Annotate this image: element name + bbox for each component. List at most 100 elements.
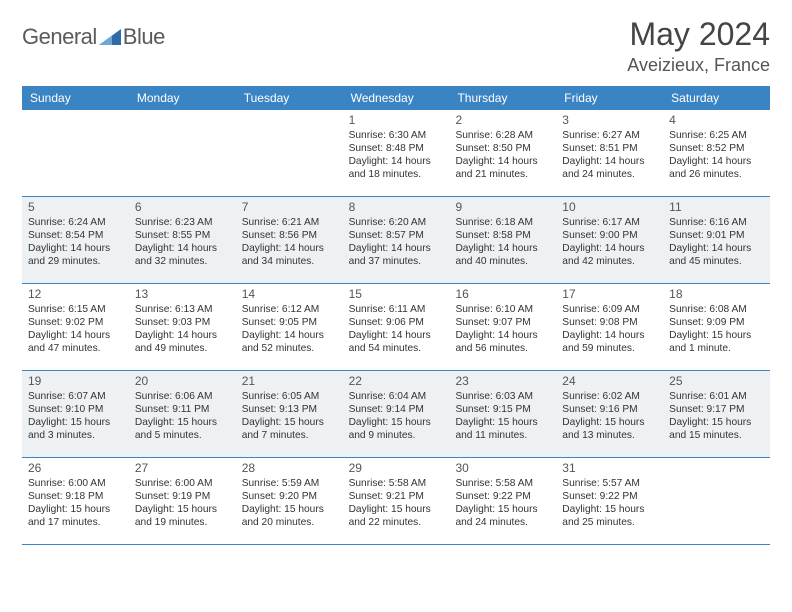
dow-cell: Wednesday <box>343 86 450 110</box>
day-number: 29 <box>349 461 444 475</box>
day-details: Sunrise: 6:00 AMSunset: 9:18 PMDaylight:… <box>28 477 123 529</box>
day-number: 18 <box>669 287 764 301</box>
day-number: 15 <box>349 287 444 301</box>
day-details: Sunrise: 6:06 AMSunset: 9:11 PMDaylight:… <box>135 390 230 442</box>
day-number: 8 <box>349 200 444 214</box>
day-cell: 6Sunrise: 6:23 AMSunset: 8:55 PMDaylight… <box>129 197 236 283</box>
day-number: 6 <box>135 200 230 214</box>
day-details: Sunrise: 6:05 AMSunset: 9:13 PMDaylight:… <box>242 390 337 442</box>
day-cell: 23Sunrise: 6:03 AMSunset: 9:15 PMDayligh… <box>449 371 556 457</box>
day-number: 2 <box>455 113 550 127</box>
day-details: Sunrise: 6:10 AMSunset: 9:07 PMDaylight:… <box>455 303 550 355</box>
day-cell <box>22 110 129 196</box>
dow-cell: Sunday <box>22 86 129 110</box>
day-number: 4 <box>669 113 764 127</box>
day-number: 25 <box>669 374 764 388</box>
day-number: 12 <box>28 287 123 301</box>
day-number: 19 <box>28 374 123 388</box>
day-cell: 29Sunrise: 5:58 AMSunset: 9:21 PMDayligh… <box>343 458 450 544</box>
day-cell: 2 Sunrise: 6:28 AMSunset: 8:50 PMDaylight… <box>449 110 556 196</box>
day-details: Sunrise: 6:07 AMSunset: 9:10 PMDaylight:… <box>28 390 123 442</box>
day-cell <box>129 110 236 196</box>
day-cell <box>236 110 343 196</box>
day-cell: 16 Sunrise: 6:10 AMSunset: 9:07 PMDayligh… <box>449 284 556 370</box>
day-details: Sunrise: 6:16 AMSunset: 9:01 PMDaylight:… <box>669 216 764 268</box>
day-number: 22 <box>349 374 444 388</box>
day-number: 20 <box>135 374 230 388</box>
day-cell: 20 Sunrise: 6:06 AMSunset: 9:11 PMDayligh… <box>129 371 236 457</box>
day-details: Sunrise: 6:20 AMSunset: 8:57 PMDaylight:… <box>349 216 444 268</box>
brand-word1: General <box>22 24 97 50</box>
dow-cell: Tuesday <box>236 86 343 110</box>
day-cell: 8 Sunrise: 6:20 AMSunset: 8:57 PMDaylight… <box>343 197 450 283</box>
day-cell: 7Sunrise: 6:21 AMSunset: 8:56 PMDaylight… <box>236 197 343 283</box>
day-details: Sunrise: 6:25 AMSunset: 8:52 PMDaylight:… <box>669 129 764 181</box>
title-block: May 2024 Aveizieux, France <box>627 16 770 76</box>
day-details: Sunrise: 6:28 AMSunset: 8:50 PMDaylight:… <box>455 129 550 181</box>
day-number: 3 <box>562 113 657 127</box>
brand-triangle-icon <box>99 29 121 45</box>
day-number: 30 <box>455 461 550 475</box>
day-cell <box>663 458 770 544</box>
calendar: SundayMondayTuesdayWednesdayThursdayFrid… <box>22 86 770 545</box>
day-details: Sunrise: 6:21 AMSunset: 8:56 PMDaylight:… <box>242 216 337 268</box>
day-number: 27 <box>135 461 230 475</box>
day-details: Sunrise: 6:08 AMSunset: 9:09 PMDaylight:… <box>669 303 764 355</box>
day-number: 13 <box>135 287 230 301</box>
day-details: Sunrise: 6:04 AMSunset: 9:14 PMDaylight:… <box>349 390 444 442</box>
day-cell: 17 Sunrise: 6:09 AMSunset: 9:08 PMDayligh… <box>556 284 663 370</box>
week-row: 26 Sunrise: 6:00 AMSunset: 9:18 PMDayligh… <box>22 458 770 545</box>
day-details: Sunrise: 6:18 AMSunset: 8:58 PMDaylight:… <box>455 216 550 268</box>
day-cell: 27 Sunrise: 6:00 AMSunset: 9:19 PMDayligh… <box>129 458 236 544</box>
day-of-week-header: SundayMondayTuesdayWednesdayThursdayFrid… <box>22 86 770 110</box>
day-number: 17 <box>562 287 657 301</box>
day-cell: 31 Sunrise: 5:57 AMSunset: 9:22 PMDayligh… <box>556 458 663 544</box>
day-details: Sunrise: 6:00 AMSunset: 9:19 PMDaylight:… <box>135 477 230 529</box>
week-row: 5 Sunrise: 6:24 AMSunset: 8:54 PMDaylight… <box>22 197 770 284</box>
day-cell: 4 Sunrise: 6:25 AMSunset: 8:52 PMDaylight… <box>663 110 770 196</box>
day-cell: 28 Sunrise: 5:59 AMSunset: 9:20 PMDayligh… <box>236 458 343 544</box>
day-number: 10 <box>562 200 657 214</box>
day-number: 28 <box>242 461 337 475</box>
day-details: Sunrise: 6:09 AMSunset: 9:08 PMDaylight:… <box>562 303 657 355</box>
day-details: Sunrise: 6:01 AMSunset: 9:17 PMDaylight:… <box>669 390 764 442</box>
day-cell: 1Sunrise: 6:30 AMSunset: 8:48 PMDaylight… <box>343 110 450 196</box>
day-details: Sunrise: 6:12 AMSunset: 9:05 PMDaylight:… <box>242 303 337 355</box>
day-number: 31 <box>562 461 657 475</box>
day-cell: 22 Sunrise: 6:04 AMSunset: 9:14 PMDayligh… <box>343 371 450 457</box>
day-details: Sunrise: 6:24 AMSunset: 8:54 PMDaylight:… <box>28 216 123 268</box>
dow-cell: Monday <box>129 86 236 110</box>
day-details: Sunrise: 6:13 AMSunset: 9:03 PMDaylight:… <box>135 303 230 355</box>
day-cell: 3 Sunrise: 6:27 AMSunset: 8:51 PMDaylight… <box>556 110 663 196</box>
day-cell: 24Sunrise: 6:02 AMSunset: 9:16 PMDayligh… <box>556 371 663 457</box>
day-number: 1 <box>349 113 444 127</box>
day-details: Sunrise: 5:57 AMSunset: 9:22 PMDaylight:… <box>562 477 657 529</box>
day-cell: 21Sunrise: 6:05 AMSunset: 9:13 PMDayligh… <box>236 371 343 457</box>
location: Aveizieux, France <box>627 55 770 76</box>
day-number: 14 <box>242 287 337 301</box>
month-title: May 2024 <box>627 16 770 53</box>
day-cell: 13 Sunrise: 6:13 AMSunset: 9:03 PMDayligh… <box>129 284 236 370</box>
day-number: 9 <box>455 200 550 214</box>
day-details: Sunrise: 6:17 AMSunset: 9:00 PMDaylight:… <box>562 216 657 268</box>
day-cell: 14 Sunrise: 6:12 AMSunset: 9:05 PMDayligh… <box>236 284 343 370</box>
day-details: Sunrise: 6:11 AMSunset: 9:06 PMDaylight:… <box>349 303 444 355</box>
day-number: 26 <box>28 461 123 475</box>
week-row: 1Sunrise: 6:30 AMSunset: 8:48 PMDaylight… <box>22 110 770 197</box>
day-number: 5 <box>28 200 123 214</box>
day-details: Sunrise: 5:59 AMSunset: 9:20 PMDaylight:… <box>242 477 337 529</box>
day-number: 24 <box>562 374 657 388</box>
day-number: 11 <box>669 200 764 214</box>
day-cell: 18 Sunrise: 6:08 AMSunset: 9:09 PMDayligh… <box>663 284 770 370</box>
brand-logo: General Blue <box>22 24 165 50</box>
day-details: Sunrise: 5:58 AMSunset: 9:22 PMDaylight:… <box>455 477 550 529</box>
day-number: 16 <box>455 287 550 301</box>
day-cell: 11 Sunrise: 6:16 AMSunset: 9:01 PMDayligh… <box>663 197 770 283</box>
week-row: 12 Sunrise: 6:15 AMSunset: 9:02 PMDayligh… <box>22 284 770 371</box>
calendar-body: 1Sunrise: 6:30 AMSunset: 8:48 PMDaylight… <box>22 110 770 545</box>
brand-word2: Blue <box>123 24 165 50</box>
header: General Blue May 2024 Aveizieux, France <box>22 16 770 76</box>
day-details: Sunrise: 6:27 AMSunset: 8:51 PMDaylight:… <box>562 129 657 181</box>
day-details: Sunrise: 6:15 AMSunset: 9:02 PMDaylight:… <box>28 303 123 355</box>
dow-cell: Friday <box>556 86 663 110</box>
